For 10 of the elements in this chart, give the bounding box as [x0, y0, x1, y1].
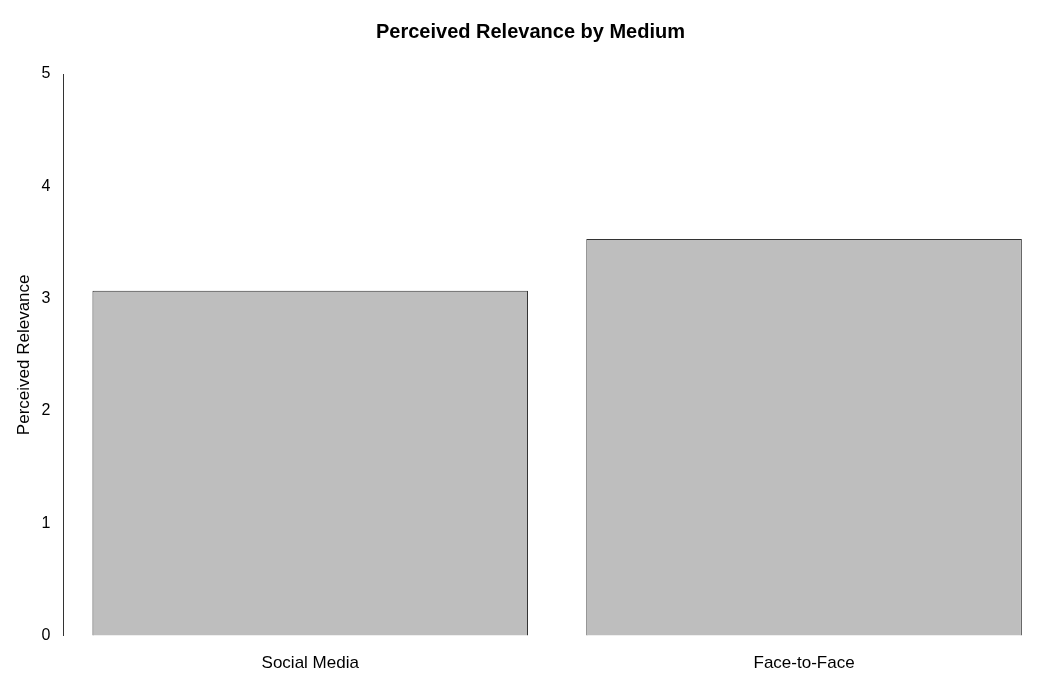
y-tick-label: 0 [41, 626, 51, 644]
y-tick-label: 3 [41, 289, 51, 307]
chart-title: Perceived Relevance by Medium [375, 19, 686, 42]
x-tick-label: Social Media [261, 653, 360, 673]
x-tick-label: Face-to-Face [753, 653, 855, 673]
y-tick-label: 2 [41, 401, 51, 419]
y-axis-title: Perceived Relevance [13, 274, 33, 436]
y-tick-label: 1 [41, 513, 51, 531]
y-tick-label: 4 [41, 176, 51, 194]
y-tick-label: 5 [41, 64, 51, 82]
